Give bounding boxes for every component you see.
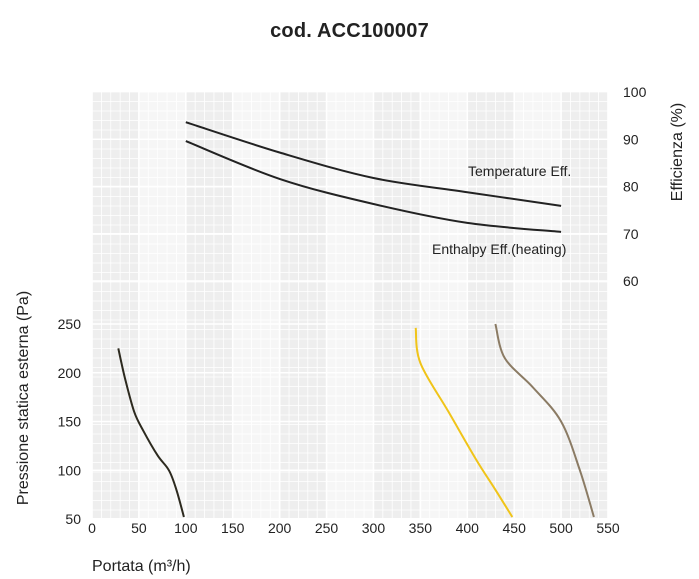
grid-band <box>420 92 468 518</box>
efficiency-curve-1 <box>185 121 562 207</box>
x-tick-label: 250 <box>315 520 339 536</box>
grid-band <box>92 92 139 518</box>
y-axis-label-left: Pressione statica esterna (Pa) <box>15 291 32 505</box>
grid-band <box>514 92 562 518</box>
series-label-enthalpy: Enthalpy Eff.(heating) <box>432 241 566 257</box>
y-left-tick-label: 200 <box>58 365 82 381</box>
y-right-tick-label: 90 <box>623 131 639 147</box>
y-left-tick-label: 150 <box>58 414 82 430</box>
tick-labels: 0 50 100 150 200 250 300 350 400 450 500 550 50 100 15… <box>58 84 647 536</box>
x-tick-label: 50 <box>131 520 147 536</box>
x-tick-label: 350 <box>409 520 433 536</box>
grid-band <box>326 92 374 518</box>
chart-title: cod. ACC100007 <box>270 20 429 42</box>
y-left-tick-label: 50 <box>65 511 81 527</box>
x-axis-label: Portata (m³/h) <box>92 558 191 575</box>
grid-band <box>232 92 280 518</box>
x-tick-label: 100 <box>174 520 198 536</box>
grid-band <box>185 92 233 518</box>
grid-band <box>467 92 515 518</box>
x-tick-label: 300 <box>362 520 386 536</box>
data-curves <box>117 121 595 518</box>
pressure-curve-3 <box>494 323 595 518</box>
grid-band <box>138 92 186 518</box>
x-tick-label: 400 <box>456 520 480 536</box>
efficiency-curve-2 <box>185 140 562 233</box>
x-tick-label: 550 <box>596 520 620 536</box>
y-left-tick-label: 250 <box>58 316 82 332</box>
y-right-tick-label: 70 <box>623 226 639 242</box>
plot-grid <box>91 91 609 520</box>
x-tick-label: 200 <box>268 520 292 536</box>
x-tick-label: 0 <box>88 520 96 536</box>
y-axis-label-right: Efficienza (%) <box>669 103 686 201</box>
grid-band <box>279 92 327 518</box>
series-label-temperature: Temperature Eff. <box>468 163 571 179</box>
x-tick-label: 150 <box>221 520 245 536</box>
grid-band <box>561 92 608 518</box>
pressure-curve-2 <box>414 327 514 518</box>
x-tick-label: 500 <box>549 520 573 536</box>
y-left-tick-label: 100 <box>58 462 82 478</box>
y-right-tick-label: 100 <box>623 84 647 100</box>
x-tick-label: 450 <box>503 520 527 536</box>
y-right-tick-label: 80 <box>623 179 639 195</box>
grid-band <box>373 92 421 518</box>
y-right-tick-label: 60 <box>623 273 639 289</box>
pressure-curve-1 <box>117 348 185 518</box>
